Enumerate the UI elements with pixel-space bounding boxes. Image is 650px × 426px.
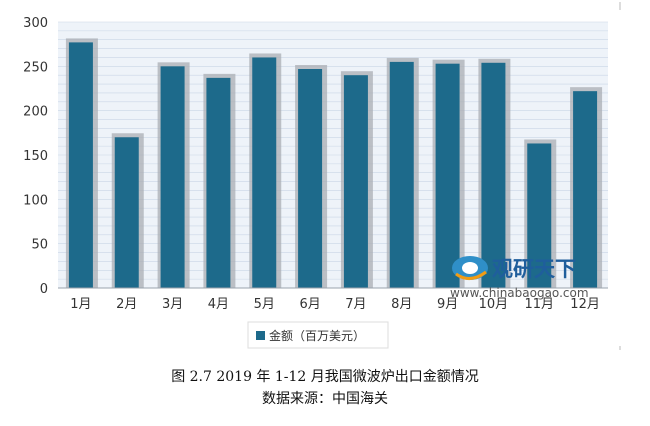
bar: [298, 68, 323, 288]
y-tick-label: 150: [23, 149, 48, 164]
chart: 0 50 100 150 200 250 300 1月 2月 3月 4月 5月 6月 7月 8月 9月 10月…: [23, 2, 621, 350]
x-tick-label: 8月: [391, 297, 412, 312]
bar: [206, 77, 231, 288]
bars: [68, 42, 598, 289]
x-tick-label: 9月: [437, 297, 458, 312]
bar: [252, 57, 277, 288]
x-tick-label: 3月: [162, 297, 183, 312]
y-tick-label: 200: [23, 105, 48, 120]
y-tick-label: 300: [23, 16, 48, 31]
watermark: 观研天下 www.chinabaogao.com: [450, 256, 589, 300]
watermark-logo-icon: [452, 256, 488, 280]
bar: [68, 42, 93, 288]
x-tick-label: 6月: [299, 297, 320, 312]
bar: [573, 91, 598, 288]
y-tick-label: 100: [23, 193, 48, 208]
x-tick-label: 5月: [254, 297, 275, 312]
x-axis-ticks: 1月 2月 3月 4月 5月 6月 7月 8月 9月 10月 11月 12月: [70, 297, 600, 312]
y-tick-label: 250: [23, 60, 48, 75]
x-tick-label: 1月: [70, 297, 91, 312]
x-tick-label: 2月: [116, 297, 137, 312]
x-tick-label: 4月: [208, 297, 229, 312]
x-tick-label: 12月: [570, 297, 600, 312]
bar: [114, 137, 139, 288]
bar: [435, 63, 460, 288]
figure-caption: 图 2.7 2019 年 1-12 月我国微波炉出口金额情况: [171, 369, 479, 385]
grid-lines: [58, 21, 608, 289]
legend-swatch: [256, 331, 265, 340]
bar: [527, 143, 552, 288]
x-tick-label: 11月: [524, 297, 554, 312]
y-tick-label: 50: [31, 238, 48, 253]
bar: [343, 75, 368, 288]
x-tick-label: 10月: [479, 297, 509, 312]
bar: [481, 62, 506, 288]
watermark-logo-text: 观研天下: [492, 257, 576, 281]
y-tick-label: 0: [40, 282, 48, 297]
watermark-url: www.chinabaogao.com: [450, 286, 589, 300]
legend: 金额（百万美元）: [247, 321, 389, 349]
data-source: 数据来源：中国海关: [262, 391, 388, 407]
legend-label: 金额（百万美元）: [269, 328, 365, 343]
bar: [389, 61, 414, 289]
y-axis-ticks: 0 50 100 150 200 250 300: [23, 16, 48, 297]
x-tick-label: 7月: [345, 297, 366, 312]
legend-box: [247, 321, 389, 349]
bar: [160, 66, 185, 288]
